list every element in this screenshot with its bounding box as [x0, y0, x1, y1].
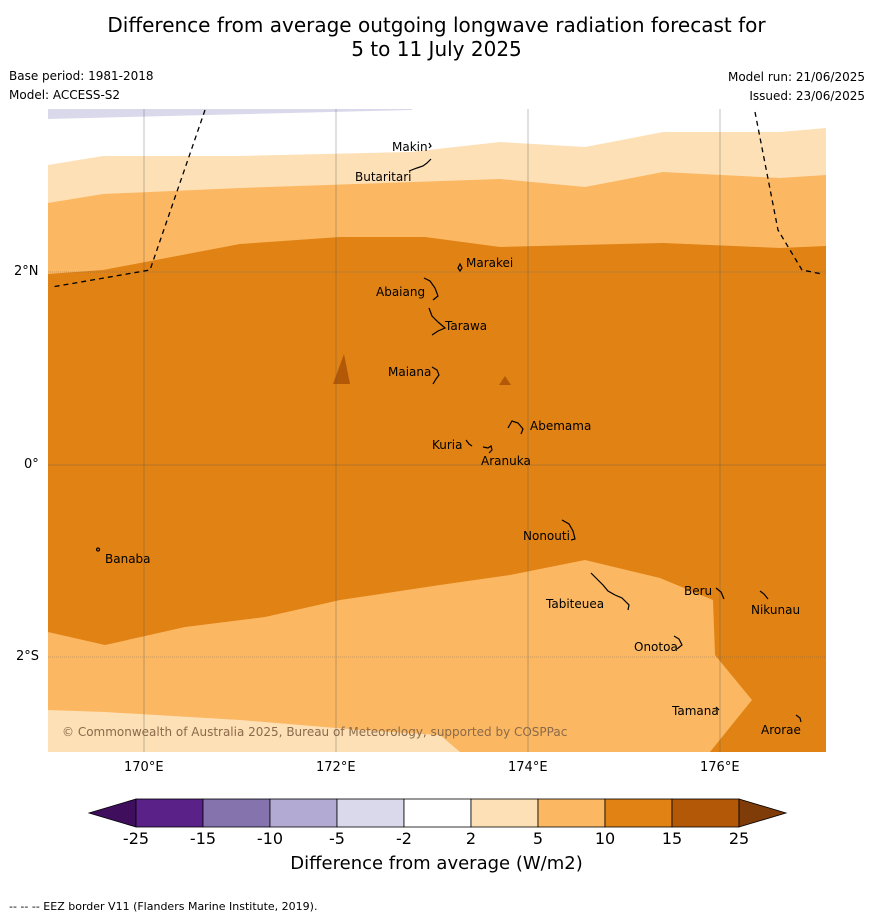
island-abaiang	[423, 277, 439, 301]
colorbar-segment-15-25	[671, 798, 740, 828]
lon-tick-170e: 170°E	[124, 760, 164, 775]
colorbar-segment-neg2-2	[403, 798, 472, 828]
base-period-label: Base period: 1981-2018	[9, 69, 154, 83]
place-label-makin: Makin	[392, 140, 428, 154]
island-outlines	[96, 142, 802, 723]
place-label-marakei: Marakei	[466, 256, 513, 270]
island-kuria	[465, 439, 473, 447]
island-beru	[715, 587, 725, 600]
colorbar	[87, 798, 788, 828]
island-tamana	[715, 706, 720, 711]
colorbar-extend-high	[738, 798, 788, 828]
contour-brown-spot-west	[333, 354, 350, 384]
colorbar-tick: 2	[465, 829, 477, 848]
island-marakei	[457, 262, 463, 273]
issued-label: Issued: 23/06/2025	[749, 89, 865, 103]
island-banaba	[96, 547, 101, 552]
map-graticule	[48, 109, 826, 752]
colorbar-segment-neg25-neg15	[135, 798, 204, 828]
island-maiana	[431, 366, 440, 385]
colorbar-tick: -25	[122, 829, 150, 848]
colorbar-segment-10-15	[604, 798, 673, 828]
place-label-nonouti: Nonouti	[523, 529, 570, 543]
eez-border-west	[51, 109, 206, 288]
place-label-tabiteuea: Tabiteuea	[545, 597, 604, 611]
island-abemama	[507, 420, 524, 435]
place-label-nikunau: Nikunau	[751, 603, 800, 617]
colorbar-segment-neg10-neg5	[269, 798, 338, 828]
eez-footnote: -- -- -- EEZ border V11 (Flanders Marine…	[9, 900, 318, 913]
contour-light-purple	[48, 109, 412, 119]
place-label-aranuka: Aranuka	[481, 454, 531, 468]
island-nikunau	[759, 590, 769, 600]
lat-tick-2n: 2°N	[14, 264, 39, 279]
colorbar-tick: -2	[396, 829, 412, 848]
place-label-onotoa: Onotoa	[634, 640, 678, 654]
place-label-beru: Beru	[684, 584, 712, 598]
island-tabiteuea	[590, 572, 630, 611]
map-fill	[48, 109, 826, 752]
lat-tick-0: 0°	[24, 457, 39, 472]
lon-tick-176e: 176°E	[700, 760, 740, 775]
colorbar-segment-5-10	[537, 798, 606, 828]
island-tarawa	[428, 307, 447, 336]
colorbar-tick: 10	[594, 829, 616, 848]
island-arorae	[795, 714, 802, 723]
contour-brown-spot-east	[499, 376, 511, 385]
map-title-line2: 5 to 11 July 2025	[351, 37, 522, 61]
place-label-arorae: Arorae	[761, 723, 801, 737]
colorbar-segment-2-5	[470, 798, 539, 828]
place-label-butaritari: Butaritari	[355, 170, 412, 184]
colorbar-tick: 5	[532, 829, 544, 848]
colorbar-tick: -10	[256, 829, 284, 848]
model-run-label: Model run: 21/06/2025	[727, 70, 865, 84]
copyright-notice: © Commonwealth of Australia 2025, Bureau…	[62, 725, 567, 739]
eez-borders	[51, 109, 823, 288]
contour-bottom-light-orange	[48, 710, 460, 752]
colorbar-tick: 15	[661, 829, 683, 848]
map-title-line1: Difference from average outgoing longwav…	[107, 13, 766, 37]
lon-tick-172e: 172°E	[316, 760, 356, 775]
island-aranuka	[482, 445, 493, 454]
colorbar-tick: 25	[728, 829, 750, 848]
colorbar-extend-low	[87, 798, 137, 828]
colorbar-segment-neg5-neg2	[336, 798, 405, 828]
colorbar-tick: -15	[189, 829, 217, 848]
colorbar-tick: -5	[329, 829, 345, 848]
place-label-tamana: Tamana	[671, 704, 719, 718]
place-label-tarawa: Tarawa	[444, 319, 487, 333]
place-label-abaiang: Abaiang	[376, 285, 425, 299]
lon-tick-174e: 174°E	[508, 760, 548, 775]
place-labels: Makin Butaritari Marakei Abaiang Tarawa …	[105, 140, 801, 737]
island-nonouti	[561, 519, 576, 541]
place-label-banaba: Banaba	[105, 552, 151, 566]
place-label-abemama: Abemama	[530, 419, 591, 433]
model-label: Model: ACCESS-S2	[9, 88, 121, 102]
island-butaritari	[408, 158, 432, 172]
place-label-kuria: Kuria	[432, 438, 463, 452]
island-makin	[428, 142, 432, 149]
contour-dark-orange	[48, 237, 826, 752]
colorbar-segment-neg15-neg10	[202, 798, 271, 828]
colorbar-title: Difference from average (W/m2)	[290, 853, 583, 874]
island-onotoa	[673, 635, 683, 650]
place-label-maiana: Maiana	[388, 365, 431, 379]
lat-tick-2s: 2°S	[16, 649, 40, 664]
